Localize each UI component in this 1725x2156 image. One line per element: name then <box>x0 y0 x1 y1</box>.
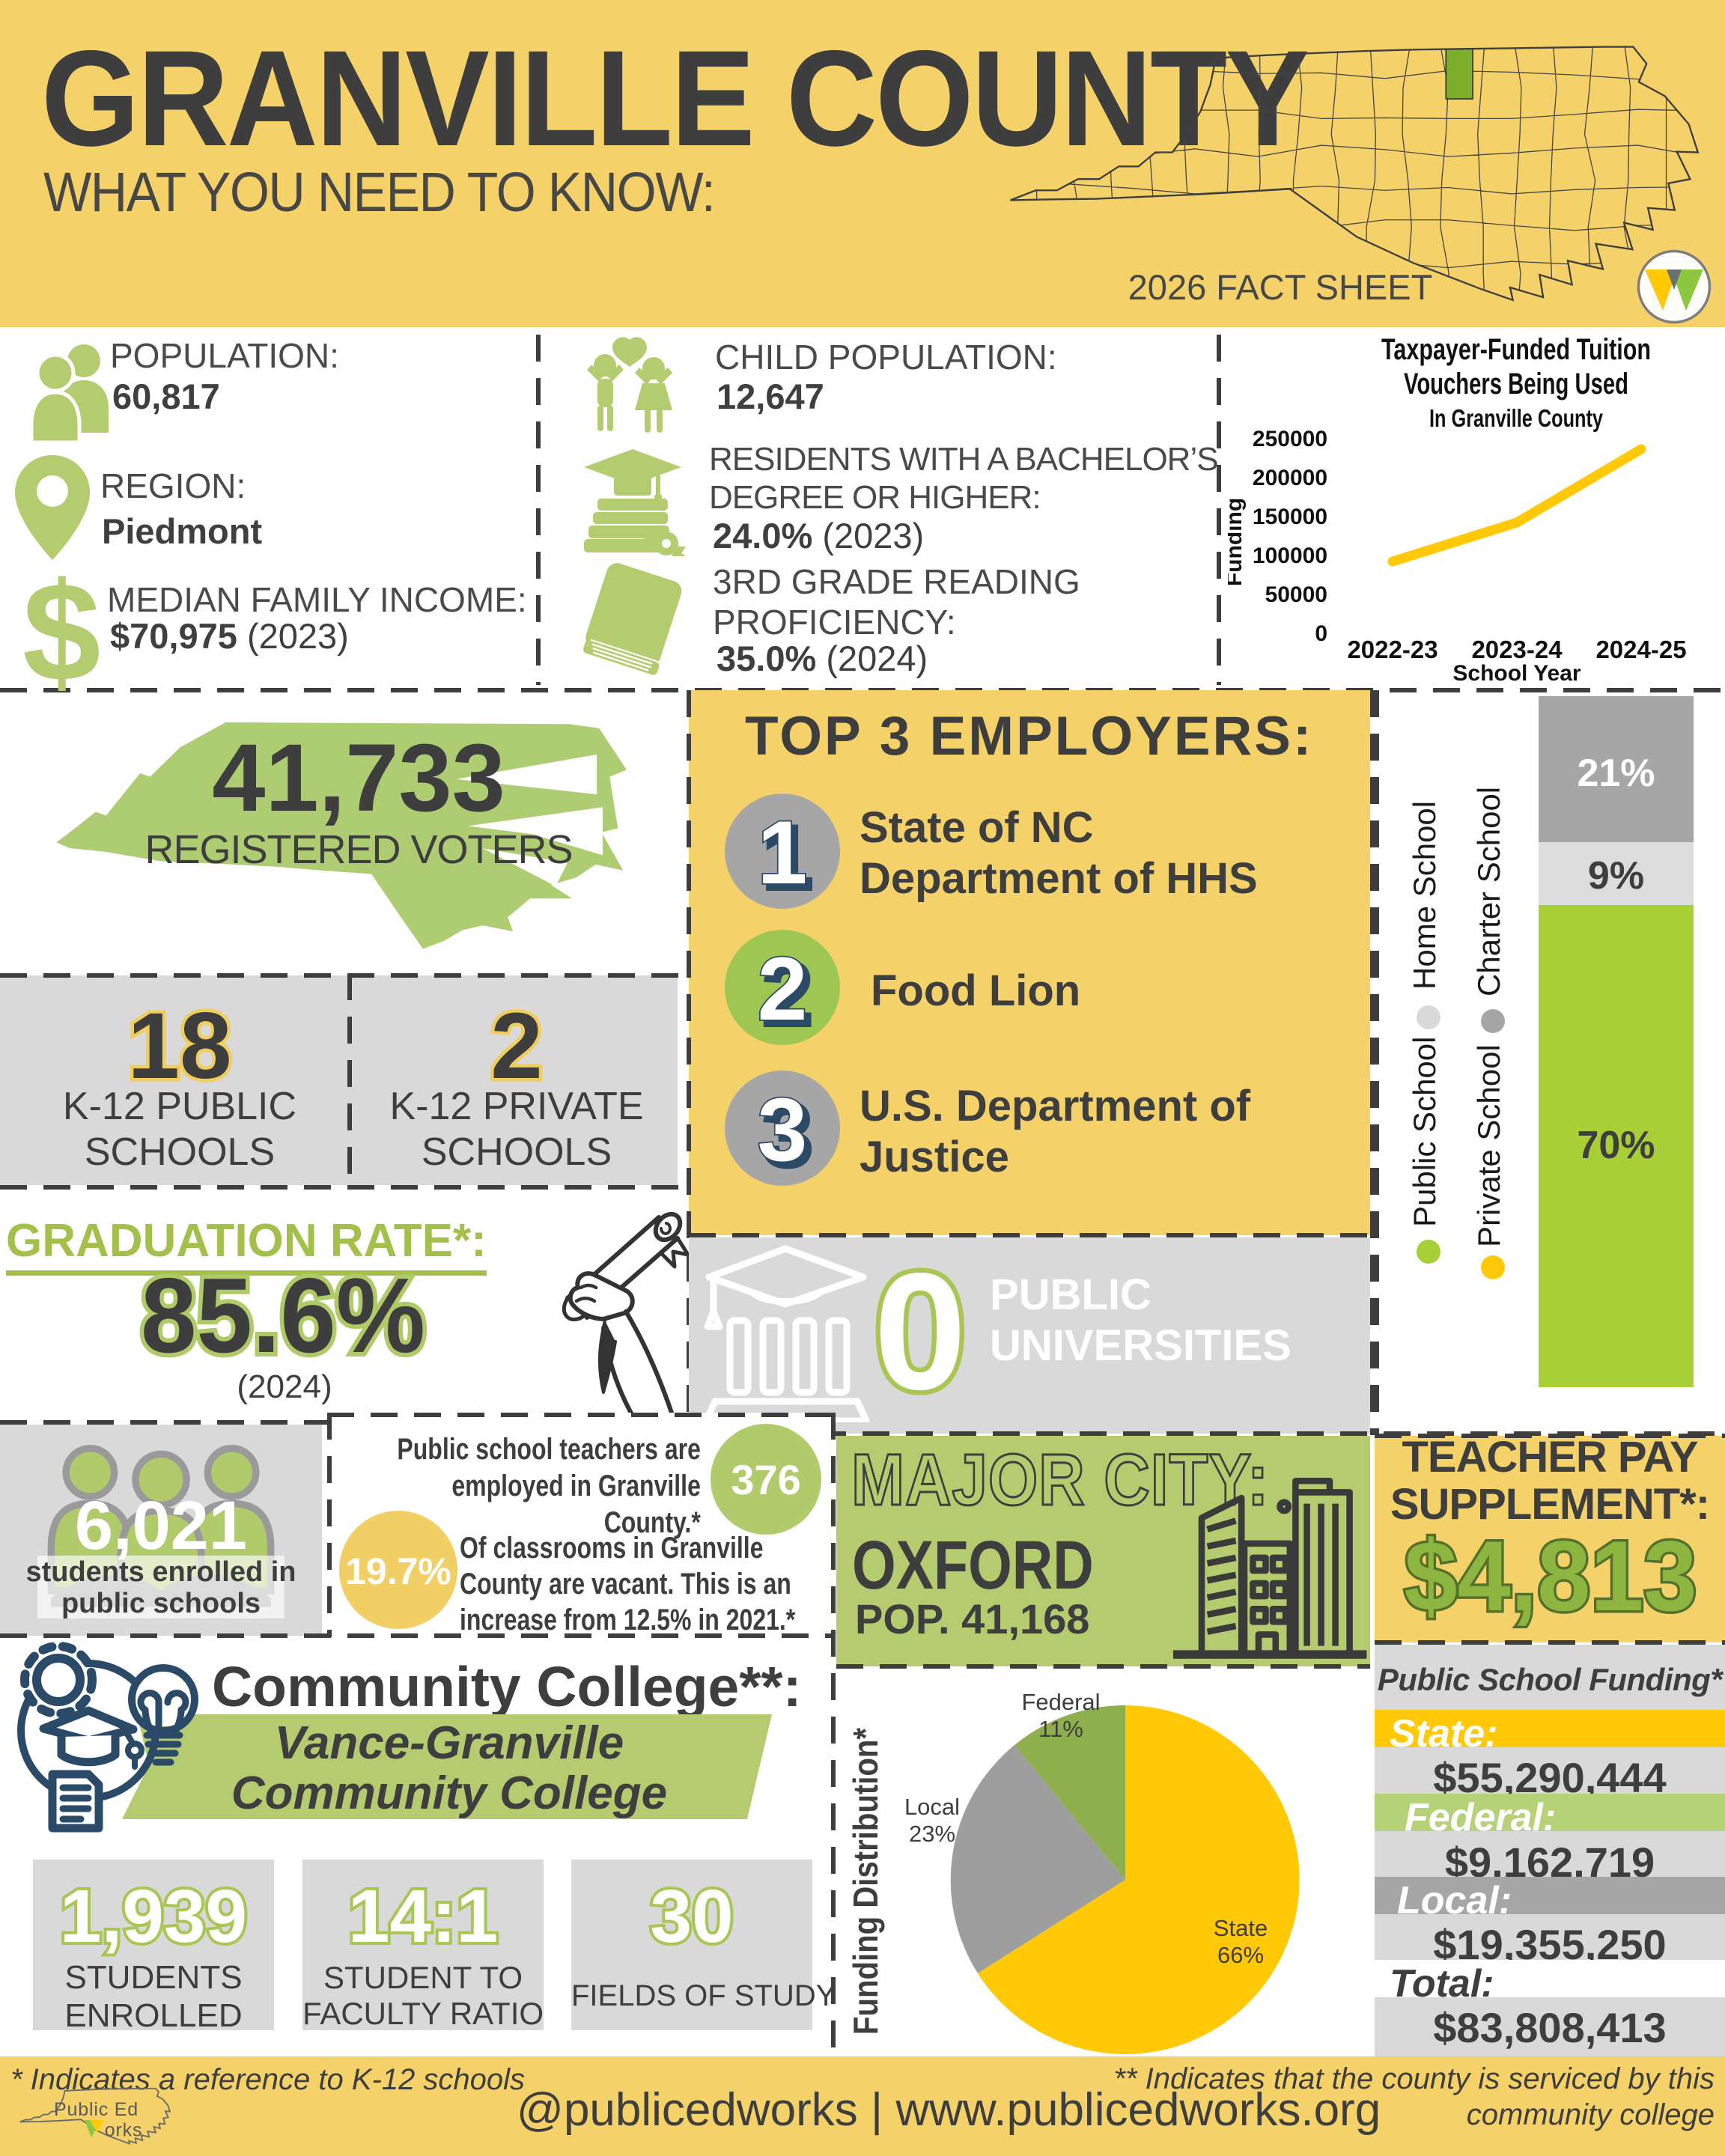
svg-text:3: 3 <box>758 1079 808 1180</box>
svg-text:0: 0 <box>1315 621 1327 646</box>
svg-text:66%: 66% <box>1217 1942 1264 1968</box>
svg-text:11%: 11% <box>1038 1716 1083 1742</box>
svg-text:Taxpayer-Funded Tuition: Taxpayer-Funded Tuition <box>1381 333 1651 366</box>
svg-text:orks: orks <box>105 2120 143 2141</box>
svg-text:2024-25: 2024-25 <box>1595 636 1686 663</box>
svg-text:Public Ed: Public Ed <box>54 2099 139 2120</box>
svg-text:1: 1 <box>763 808 813 908</box>
svg-text:0: 0 <box>874 1252 966 1420</box>
svg-text:85.6%: 85.6% <box>141 1264 425 1372</box>
svg-text:Funding: Funding <box>1228 498 1247 586</box>
svg-text:2: 2 <box>490 994 543 1098</box>
svg-text:30: 30 <box>650 1875 733 1958</box>
svg-text:250000: 250000 <box>1253 427 1327 451</box>
svg-text:100000: 100000 <box>1253 543 1327 568</box>
svg-text:14:1: 14:1 <box>348 1875 498 1958</box>
svg-text:1,939: 1,939 <box>60 1875 247 1958</box>
svg-text:200000: 200000 <box>1253 466 1327 490</box>
svg-text:150000: 150000 <box>1253 505 1327 529</box>
svg-text:Charter School: Charter School <box>1471 787 1506 996</box>
svg-text:Funding Distribution*: Funding Distribution* <box>846 1728 885 2035</box>
svg-text:Local: Local <box>904 1794 960 1820</box>
svg-text:2023-24: 2023-24 <box>1471 636 1563 663</box>
svg-text:Public School: Public School <box>1407 1037 1442 1227</box>
svg-text:2022-23: 2022-23 <box>1347 636 1438 663</box>
svg-text:$4,813: $4,813 <box>1405 1523 1697 1632</box>
svg-text:2: 2 <box>758 939 808 1039</box>
svg-text:School Year: School Year <box>1452 661 1581 684</box>
svg-text:18: 18 <box>127 994 231 1098</box>
svg-text:23%: 23% <box>909 1821 955 1847</box>
svg-text:Home School: Home School <box>1407 801 1442 990</box>
svg-text:50000: 50000 <box>1265 582 1327 607</box>
svg-text:2: 2 <box>763 944 813 1044</box>
svg-text:3: 3 <box>763 1085 813 1185</box>
svg-text:State: State <box>1214 1915 1268 1941</box>
svg-text:Federal: Federal <box>1021 1689 1100 1715</box>
svg-text:In Granville County: In Granville County <box>1429 404 1603 432</box>
svg-text:Vouchers Being Used: Vouchers Being Used <box>1404 368 1628 401</box>
svg-text:1: 1 <box>758 803 808 903</box>
svg-text:Private School: Private School <box>1471 1044 1506 1247</box>
